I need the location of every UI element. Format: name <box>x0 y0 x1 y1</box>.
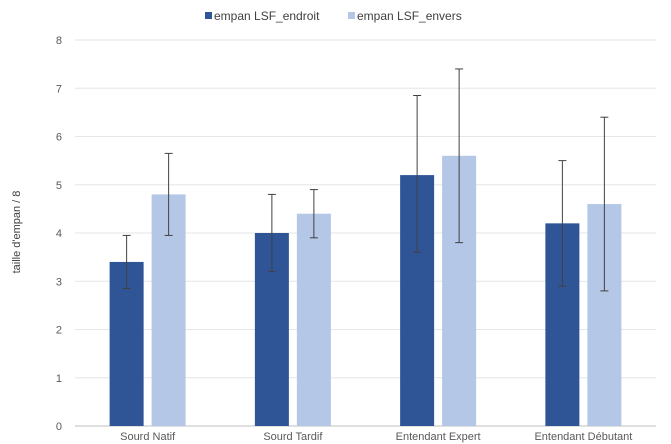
x-tick-label: Entendant Débutant <box>534 431 632 443</box>
y-tick-label: 0 <box>56 421 62 433</box>
y-tick-label: 3 <box>56 276 62 288</box>
legend-swatch <box>205 12 212 19</box>
y-tick-label: 6 <box>56 132 62 144</box>
y-tick-label: 8 <box>56 35 62 47</box>
y-axis-title: taille d'empan / 8 <box>11 191 23 274</box>
legend-label: empan LSF_envers <box>357 9 462 23</box>
x-tick-label: Sourd Natif <box>120 431 176 443</box>
x-tick-labels: Sourd Natif Sourd Tardif Entendant Expert E… <box>120 431 632 443</box>
y-tick-label: 7 <box>56 83 62 95</box>
y-tick-label: 1 <box>56 373 62 385</box>
legend-label: empan LSF_endroit <box>214 9 320 23</box>
y-tick-labels: 0 1 2 3 4 5 6 7 8 <box>56 35 62 433</box>
y-tick-label: 2 <box>56 325 62 337</box>
bar-envers <box>296 213 331 426</box>
y-tick-label: 4 <box>56 228 62 240</box>
error-bars <box>122 68 609 292</box>
bar-endroit <box>109 261 144 426</box>
legend: empan LSF_endroit empan LSF_envers <box>205 9 462 23</box>
legend-swatch <box>348 12 355 19</box>
y-tick-label: 5 <box>56 180 62 192</box>
x-tick-label: Entendant Expert <box>396 431 481 443</box>
bars <box>109 155 622 427</box>
x-tick-label: Sourd Tardif <box>263 431 323 443</box>
